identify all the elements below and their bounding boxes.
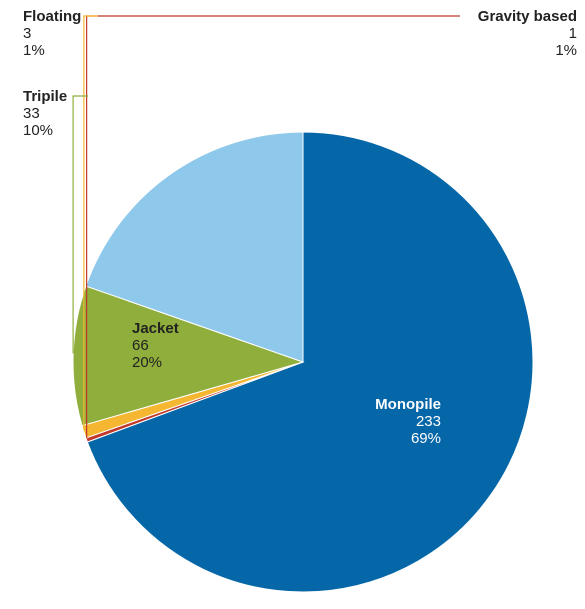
leader-line-floating bbox=[83, 15, 98, 430]
label-floating: Floating 3 1% bbox=[23, 8, 81, 59]
slice-labels: Monopile 233 69%Gravity based 1 1%Floating 3 1… bbox=[23, 8, 577, 447]
label-gravity-based-percent: 1% bbox=[555, 42, 577, 59]
label-floating-value: 3 bbox=[23, 25, 31, 42]
label-monopile-name: Monopile bbox=[375, 396, 441, 413]
label-tripile-percent: 10% bbox=[23, 122, 53, 139]
pie-slice-jacket bbox=[85, 131, 304, 363]
label-tripile-value: 33 bbox=[23, 105, 40, 122]
label-jacket-percent: 20% bbox=[132, 354, 162, 371]
label-gravity-based: Gravity based 1 1% bbox=[478, 8, 577, 59]
label-jacket-value: 66 bbox=[132, 337, 149, 354]
pie-slices bbox=[72, 131, 534, 593]
label-gravity-based-name: Gravity based bbox=[478, 8, 577, 25]
leader-line-tripile bbox=[72, 95, 88, 354]
label-floating-name: Floating bbox=[23, 8, 81, 25]
label-monopile-value: 233 bbox=[416, 413, 441, 430]
label-jacket-name: Jacket bbox=[132, 320, 179, 337]
leader-lines bbox=[72, 15, 460, 438]
label-jacket: Jacket 66 20% bbox=[132, 320, 179, 371]
pie-slice-monopile bbox=[86, 131, 534, 593]
label-tripile: Tripile 33 10% bbox=[23, 88, 67, 139]
label-monopile: Monopile 233 69% bbox=[375, 396, 441, 447]
label-floating-percent: 1% bbox=[23, 42, 45, 59]
label-tripile-name: Tripile bbox=[23, 88, 67, 105]
label-gravity-based-value: 1 bbox=[569, 25, 577, 42]
label-monopile-percent: 69% bbox=[411, 430, 441, 447]
